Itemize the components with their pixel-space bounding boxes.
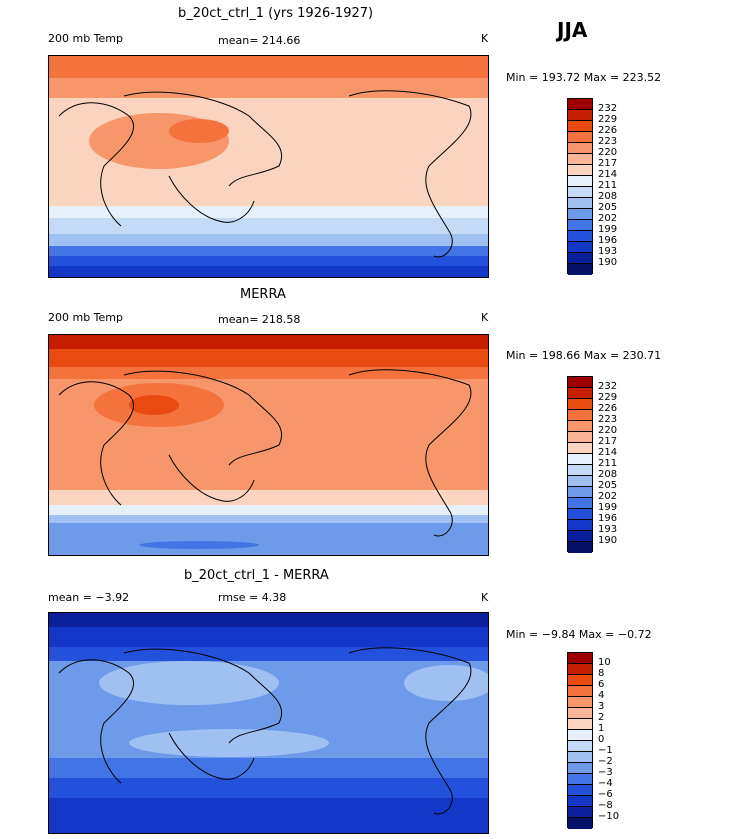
colorbar-tick: −4 xyxy=(598,778,613,789)
panel-2-units-label: K xyxy=(481,311,489,324)
panel-2-mean-label: mean= 218.58 xyxy=(218,313,301,326)
colorbar-tick: 205 xyxy=(598,480,618,491)
colorbar-tick: 6 xyxy=(598,679,605,690)
colorbar-tick: 223 xyxy=(598,136,618,147)
panel-3-units-label: K xyxy=(481,591,489,604)
colorbar-tick: 220 xyxy=(598,425,618,436)
panel-1-minmax: Min = 193.72 Max = 223.52 xyxy=(506,71,662,84)
colorbar-tick: 196 xyxy=(598,235,618,246)
panel-1-title: b_20ct_ctrl_1 (yrs 1926-1927) xyxy=(178,6,374,21)
colorbar-tick: 10 xyxy=(598,657,611,668)
colorbar-tick: 229 xyxy=(598,114,618,125)
panel-3-rmse-label: rmse = 4.38 xyxy=(218,591,287,604)
panel-1-mean-label: mean= 214.66 xyxy=(218,34,301,47)
colorbar-tick: 214 xyxy=(598,169,618,180)
colorbar-tick: −10 xyxy=(598,811,620,822)
colorbar-tick: 193 xyxy=(598,524,618,535)
colorbar-tick: 202 xyxy=(598,213,618,224)
colorbar-tick: 3 xyxy=(598,701,605,712)
colorbar-tick: 229 xyxy=(598,392,618,403)
colorbar-tick: 196 xyxy=(598,513,618,524)
colorbar-tick: 226 xyxy=(598,125,618,136)
colorbar-tick: 217 xyxy=(598,158,618,169)
map-merra-field xyxy=(49,335,488,555)
colorbar-tick: −3 xyxy=(598,767,613,778)
panel-3-title: b_20ct_ctrl_1 - MERRA xyxy=(184,568,329,583)
colorbar-tick: 199 xyxy=(598,502,618,513)
map-difference-field xyxy=(49,613,488,833)
map-panel-difference xyxy=(48,612,489,834)
colorbar-model xyxy=(567,98,593,275)
panel-3-minmax: Min = −9.84 Max = −0.72 xyxy=(506,628,652,641)
colorbar-tick: 193 xyxy=(598,246,618,257)
colorbar-tick: 232 xyxy=(598,381,618,392)
colorbar-tick: 202 xyxy=(598,491,618,502)
colorbar-tick: 223 xyxy=(598,414,618,425)
colorbar-tick: −8 xyxy=(598,800,613,811)
colorbar-tick: 220 xyxy=(598,147,618,158)
colorbar-tick: 0 xyxy=(598,734,605,745)
colorbar-tick: −1 xyxy=(598,745,613,756)
colorbar-tick: 1 xyxy=(598,723,605,734)
panel-2-minmax: Min = 198.66 Max = 230.71 xyxy=(506,349,662,362)
panel-1-units-label: K xyxy=(481,32,489,45)
colorbar-tick: −6 xyxy=(598,789,613,800)
colorbar-tick: 199 xyxy=(598,224,618,235)
colorbar-tick: 211 xyxy=(598,458,618,469)
colorbar-tick: 214 xyxy=(598,447,618,458)
colorbar-tick: 208 xyxy=(598,469,618,480)
map-model-field xyxy=(49,56,488,277)
colorbar-tick: 226 xyxy=(598,403,618,414)
colorbar-tick: −2 xyxy=(598,756,613,767)
colorbar-merra xyxy=(567,376,593,553)
colorbar-tick: 190 xyxy=(598,535,618,546)
colorbar-tick: 205 xyxy=(598,202,618,213)
colorbar-tick: 211 xyxy=(598,180,618,191)
colorbar-tick: 217 xyxy=(598,436,618,447)
colorbar-tick: 190 xyxy=(598,257,618,268)
colorbar-tick: 232 xyxy=(598,103,618,114)
panel-2-title: MERRA xyxy=(240,287,286,302)
season-label: JJA xyxy=(557,18,588,42)
colorbar-tick: 2 xyxy=(598,712,605,723)
map-panel-merra xyxy=(48,334,489,556)
panel-3-mean-label: mean = −3.92 xyxy=(48,591,130,604)
colorbar-difference xyxy=(567,652,593,829)
colorbar-tick: 8 xyxy=(598,668,605,679)
panel-1-left-label: 200 mb Temp xyxy=(48,32,124,45)
colorbar-tick: 208 xyxy=(598,191,618,202)
panel-2-left-label: 200 mb Temp xyxy=(48,311,124,324)
colorbar-tick: 4 xyxy=(598,690,605,701)
map-panel-model xyxy=(48,55,489,278)
